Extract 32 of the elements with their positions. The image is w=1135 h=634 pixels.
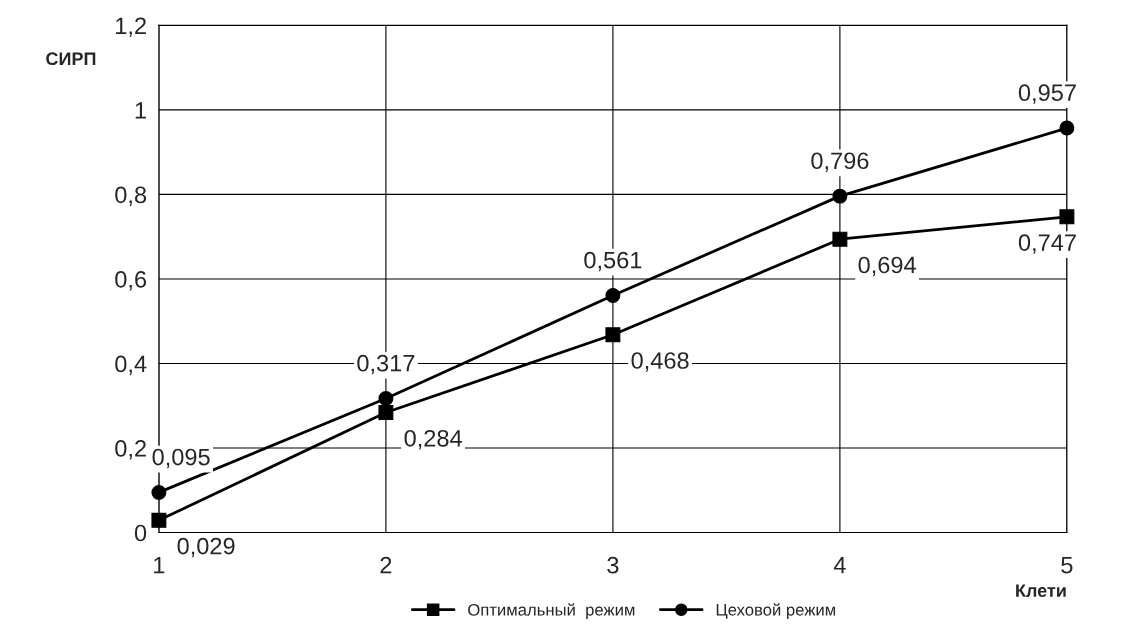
y-tick-label: 0,8	[115, 186, 147, 206]
y-tick-label: 0,4	[115, 355, 147, 376]
y-tick-label: 0	[134, 524, 147, 542]
point	[832, 188, 848, 204]
x-tick-label: 3	[607, 556, 619, 574]
x-tick-label: 4	[833, 557, 846, 574]
data-label: 0,957	[1018, 84, 1076, 104]
y-tick-label: 1,2	[116, 17, 146, 37]
x-tick-label: 2	[380, 556, 392, 574]
point	[605, 327, 621, 343]
data-label: 0,317	[357, 354, 415, 375]
legend-label: Оптимальный режим	[468, 603, 635, 619]
data-label: 0,747	[1018, 234, 1076, 254]
y-tick-label: 0,6	[115, 271, 147, 291]
data-label: 0,694	[858, 256, 916, 277]
data-label: 0,029	[177, 537, 235, 558]
legend-label: Цеховой режим	[716, 603, 836, 619]
y-axis-title: СИРП	[46, 52, 96, 66]
data-label: 0,284	[404, 429, 462, 450]
point	[378, 391, 394, 407]
data-label: 0,561	[584, 251, 642, 272]
point	[378, 405, 394, 420]
data-label: 0,095	[152, 448, 210, 469]
x-tick-label: 5	[1061, 557, 1073, 574]
data-label: 0,796	[811, 152, 869, 172]
y-tick-label: 1	[135, 102, 146, 119]
y-tick-label: 0,2	[115, 440, 146, 460]
data-label: 0,468	[631, 352, 689, 372]
point	[605, 287, 621, 303]
x-axis-title: Клети	[1016, 584, 1066, 597]
point	[832, 231, 848, 247]
x-tick-label: 1	[154, 557, 165, 574]
